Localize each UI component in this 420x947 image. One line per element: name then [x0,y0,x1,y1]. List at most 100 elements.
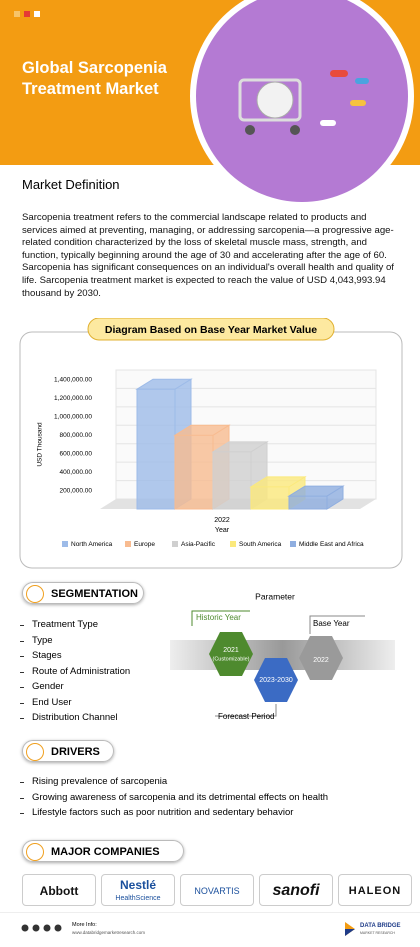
company-name: NOVARTIS [194,886,240,896]
company-logo: Nestlé HealthScience [101,874,175,906]
item-text: Growing awareness of sarcopenia and its … [32,791,329,803]
chart-title-pill [87,318,335,341]
section-heading: MAJOR COMPANIES [51,846,160,858]
bar [287,485,345,510]
y-tick-label: 1,400,000.00 [54,377,92,384]
company-logo: sanofi [259,874,333,906]
y-tick-label: 1,000,000.00 [54,414,92,421]
hex-label: (Customizable) [213,656,250,662]
legend-swatch [62,541,68,547]
y-tick-label: 600,000.00 [59,450,92,457]
pill [320,120,336,126]
icon [26,843,44,861]
list-item: Route of Administration [20,664,130,680]
chart: Diagram Based on Base Year Market Value 2… [19,318,403,569]
paragraph: Sarcopenia treatment refers to the comme… [22,212,394,299]
bullet [20,782,24,783]
list-item: End User [20,695,130,711]
segment-list: Treatment Type Type Stages Route of Adminis… [20,617,130,726]
icon [26,743,44,761]
section-pill: SEGMENTATION [22,582,144,604]
bullet [20,702,24,704]
label: Historic Year [196,613,241,622]
section-pill: DRIVERS [22,740,114,762]
y-axis-label: USD Thousand [37,422,44,467]
company-name: HALEON [348,885,402,897]
company-name: sanofi [272,882,320,899]
social-icons [21,924,62,932]
company-name: Nestlé [119,878,157,892]
item-text: Lifestyle factors such as poor nutrition… [32,807,294,818]
y-tick-label: 400,000.00 [59,469,92,476]
footer-label: More Info: [72,922,97,928]
dot [14,11,20,17]
item-text: Type [32,634,53,646]
connector [191,610,250,626]
legend-label: Middle East and Africa [299,541,364,548]
wheel [245,125,255,135]
item-text: Route of Administration [32,665,131,677]
item-text: Distribution Channel [32,712,118,723]
x-tick-label: 2022 [214,517,230,524]
company-logo: NOVARTIS [180,874,254,906]
bullet [20,687,24,688]
parameter-title: Parameter [255,591,295,601]
item-text: Rising prevalence of sarcopenia [32,776,168,787]
legend-swatch [290,541,296,547]
item-text: Gender [32,681,64,692]
list-item: Type [20,633,130,649]
bullet [20,797,24,799]
item-text: End User [32,696,72,708]
legend-label: Europe [134,541,155,548]
list-item: Distribution Channel [20,710,130,726]
pill [330,70,348,77]
dot [34,11,40,17]
hexagon [299,636,343,680]
section-heading: SEGMENTATION [51,588,138,600]
list-item: Lifestyle factors such as poor nutrition… [20,805,328,821]
bullet [20,718,24,719]
bullet [20,656,24,657]
hex-label: 2022 [313,657,329,664]
brand: DATA BRIDGE [360,923,401,929]
section-heading: DRIVERS [51,746,100,758]
list-item: Treatment Type [20,617,130,633]
y-tick-label: 800,000.00 [59,432,92,439]
cart [238,78,302,122]
divider [0,912,420,913]
pill [355,78,369,84]
pill [350,100,366,106]
header-art [0,0,420,208]
footer-url: www.databridgemarketresearch.com [72,930,146,935]
clock [256,81,294,119]
hex-label: 2021 [223,647,239,654]
brand-sub: MARKET RESEARCH [360,931,395,935]
section-pill: MAJOR COMPANIES [22,840,184,862]
brand-icon [345,922,355,936]
image [196,0,408,202]
bullet [20,640,24,642]
title: Global Sarcopenia Treatment Market [22,59,167,98]
y-tick-label: 200,000.00 [59,487,92,494]
label: Base Year [313,619,350,628]
legend-swatch [125,541,131,547]
hexagon [209,632,253,676]
dot [24,11,30,17]
list-item: Gender [20,679,130,695]
section-heading: Market Definition [22,177,120,192]
list-item: Stages [20,648,130,664]
legend-label: North America [71,541,113,548]
y-tick-label: 1,200,000.00 [54,395,92,402]
wheel [290,125,300,135]
item-text: Treatment Type [32,619,99,630]
legend-swatch [172,541,178,547]
legend-label: Asia-Pacific [181,541,216,548]
hexagon [254,658,298,702]
hex-label: 2023-2030 [259,677,293,684]
connector [309,615,365,634]
company-name: Abbott [39,884,79,898]
x-axis-label: Year [215,527,230,534]
list-item: Rising prevalence of sarcopenia [20,774,328,790]
connector [215,704,277,717]
